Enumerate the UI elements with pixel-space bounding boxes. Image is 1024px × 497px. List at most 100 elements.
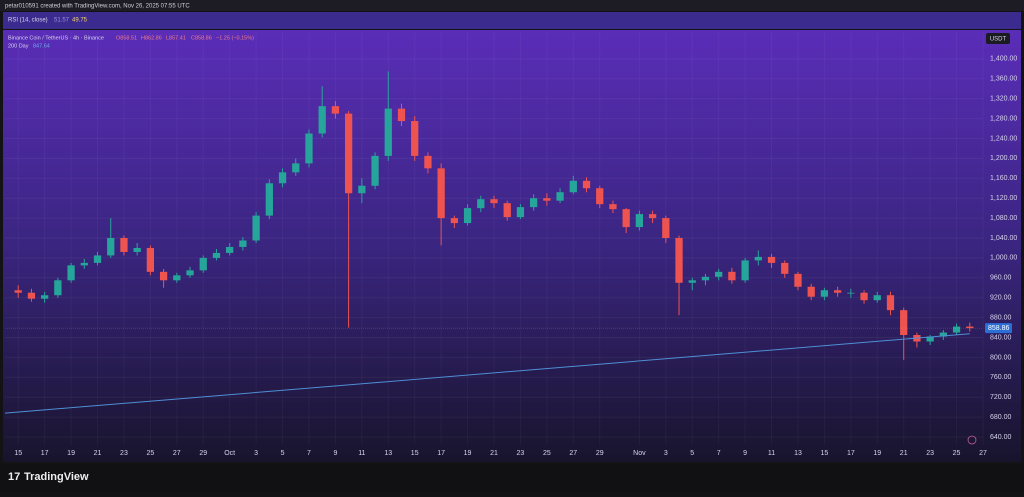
x-tick-label: 17 — [41, 450, 49, 457]
candle-body — [331, 106, 340, 114]
x-tick-label: 19 — [873, 450, 881, 457]
candle-body — [662, 218, 670, 239]
candle-body — [252, 215, 260, 241]
x-tick-label: 13 — [794, 450, 802, 457]
x-tick-label: 13 — [384, 450, 392, 457]
candle-body — [384, 108, 392, 156]
candle-body — [609, 204, 617, 210]
candle-body — [754, 256, 762, 261]
currency-box — [986, 33, 1010, 44]
x-tick-label: 17 — [847, 450, 855, 457]
x-tick-label: 25 — [543, 450, 551, 457]
candle-body — [582, 180, 591, 189]
candle-body — [543, 198, 551, 201]
candle-body — [966, 326, 974, 329]
candle-body — [173, 275, 181, 281]
moving-average — [4, 333, 970, 414]
candle-body — [186, 270, 194, 276]
candle-body — [847, 292, 855, 294]
candle-body — [596, 188, 604, 205]
candle-body — [437, 168, 445, 219]
candle-body — [516, 207, 525, 218]
y-tick-label: 840.00 — [990, 334, 1012, 341]
y-tick-label: 1,200.00 — [990, 155, 1017, 162]
x-tick-label: 29 — [199, 450, 207, 457]
candle-body — [807, 286, 815, 297]
candle-body — [556, 192, 564, 201]
y-tick-label: 640.00 — [990, 434, 1012, 441]
x-tick-label: 7 — [307, 450, 311, 457]
x-tick-label: 11 — [768, 450, 775, 457]
x-tick-label: 5 — [281, 450, 285, 457]
candle-body — [477, 199, 485, 209]
x-tick-label: 15 — [411, 450, 419, 457]
candle-body — [80, 262, 88, 266]
x-tick-label: 27 — [173, 450, 181, 457]
candle-body — [292, 163, 300, 173]
candle-body — [503, 203, 511, 218]
candle-body — [873, 295, 881, 301]
alert-icon — [967, 435, 977, 445]
candle-body — [226, 246, 234, 253]
candle-body — [54, 280, 62, 296]
x-tick-label: 17 — [437, 450, 445, 457]
candle-body — [27, 292, 36, 299]
candle-body — [463, 208, 472, 224]
y-tick-label: 1,320.00 — [990, 96, 1017, 103]
candle-body — [93, 255, 102, 263]
y-tick-label: 1,400.00 — [990, 56, 1017, 63]
candle-body — [820, 290, 829, 297]
y-tick-label: 1,160.00 — [990, 175, 1017, 182]
candle-body — [133, 247, 141, 252]
y-tick-label: 680.00 — [990, 414, 1012, 421]
ohlc: H862.86 — [141, 35, 162, 41]
candle-body — [67, 265, 75, 281]
candle-body — [146, 247, 155, 272]
y-tick-label: 880.00 — [990, 314, 1012, 321]
x-tick-label: 23 — [517, 450, 525, 457]
brand: TradingView — [24, 471, 89, 483]
y-tick-label: 760.00 — [990, 374, 1012, 381]
last-price-tag — [985, 323, 1012, 334]
x-tick-label: 29 — [596, 450, 604, 457]
candle-body — [278, 172, 287, 184]
candle-body — [952, 326, 961, 333]
rsi-pane — [3, 12, 1021, 29]
candle-body — [926, 336, 934, 342]
footer — [0, 464, 1024, 492]
caption: petar010591 created with TradingView.com… — [5, 4, 190, 10]
candle-body — [450, 218, 458, 224]
x-tick-label: 3 — [664, 450, 668, 457]
x-tick-label: 11 — [358, 450, 365, 457]
candle-body — [120, 238, 128, 252]
candle-body — [239, 240, 247, 247]
x-tick-label: 15 — [14, 450, 22, 457]
candle-body — [833, 290, 842, 293]
y-tick-label: 1,280.00 — [990, 115, 1017, 122]
candle-body — [701, 276, 710, 281]
logo-mark: 17 — [8, 471, 20, 483]
candle-body — [411, 121, 419, 156]
ohlc: −1.25 (−0.15%) — [216, 35, 254, 41]
ohlc: C858.86 — [191, 35, 212, 41]
x-tick-label: 27 — [979, 450, 987, 457]
candle-body — [715, 271, 723, 277]
candle-body — [767, 256, 776, 263]
candle-body — [14, 290, 22, 293]
symbol: Binance Coin / TetherUS · 4h · Binance — [8, 35, 104, 41]
y-tick-label: 800.00 — [990, 354, 1012, 361]
candle-body — [900, 310, 908, 336]
ma-value: 847.64 — [33, 43, 50, 49]
ohlc: O858.51 — [116, 35, 137, 41]
candle-body — [530, 198, 538, 208]
y-tick-label: 1,040.00 — [990, 235, 1017, 242]
x-tick-label: 27 — [569, 450, 577, 457]
y-tick-label: 1,240.00 — [990, 135, 1017, 142]
candle-body — [358, 185, 366, 194]
x-tick-label: 25 — [953, 450, 961, 457]
x-tick-label: 21 — [94, 450, 102, 457]
candle-body — [371, 155, 379, 186]
candle-body — [939, 332, 947, 337]
ohlc: L857.41 — [166, 35, 186, 41]
